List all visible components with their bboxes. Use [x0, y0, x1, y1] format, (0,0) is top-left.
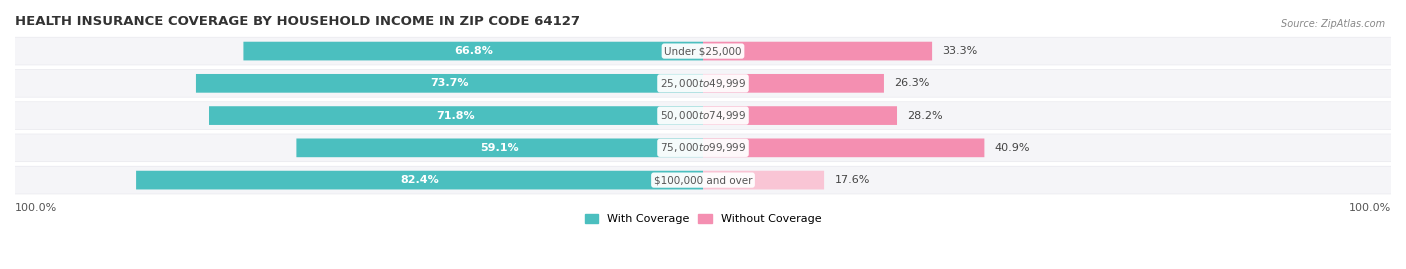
- Text: 100.0%: 100.0%: [15, 203, 58, 213]
- Text: 17.6%: 17.6%: [834, 175, 870, 185]
- Text: HEALTH INSURANCE COVERAGE BY HOUSEHOLD INCOME IN ZIP CODE 64127: HEALTH INSURANCE COVERAGE BY HOUSEHOLD I…: [15, 15, 581, 28]
- Text: Under $25,000: Under $25,000: [664, 46, 742, 56]
- Legend: With Coverage, Without Coverage: With Coverage, Without Coverage: [581, 209, 825, 228]
- FancyBboxPatch shape: [703, 171, 824, 189]
- FancyBboxPatch shape: [243, 42, 703, 61]
- FancyBboxPatch shape: [209, 106, 703, 125]
- Text: Source: ZipAtlas.com: Source: ZipAtlas.com: [1281, 19, 1385, 29]
- Text: 100.0%: 100.0%: [1348, 203, 1391, 213]
- FancyBboxPatch shape: [8, 37, 1398, 65]
- FancyBboxPatch shape: [195, 74, 703, 93]
- FancyBboxPatch shape: [15, 70, 1391, 97]
- FancyBboxPatch shape: [136, 171, 703, 189]
- Text: $50,000 to $74,999: $50,000 to $74,999: [659, 109, 747, 122]
- Text: 33.3%: 33.3%: [942, 46, 977, 56]
- Text: 66.8%: 66.8%: [454, 46, 492, 56]
- Text: 28.2%: 28.2%: [907, 111, 943, 121]
- FancyBboxPatch shape: [15, 134, 1391, 161]
- FancyBboxPatch shape: [703, 106, 897, 125]
- Text: $75,000 to $99,999: $75,000 to $99,999: [659, 141, 747, 154]
- FancyBboxPatch shape: [15, 38, 1391, 65]
- FancyBboxPatch shape: [297, 139, 703, 157]
- Text: 26.3%: 26.3%: [894, 78, 929, 88]
- FancyBboxPatch shape: [703, 42, 932, 61]
- FancyBboxPatch shape: [703, 139, 984, 157]
- FancyBboxPatch shape: [8, 134, 1398, 162]
- Text: 59.1%: 59.1%: [481, 143, 519, 153]
- FancyBboxPatch shape: [15, 102, 1391, 129]
- Text: $100,000 and over: $100,000 and over: [654, 175, 752, 185]
- Text: $25,000 to $49,999: $25,000 to $49,999: [659, 77, 747, 90]
- Text: 82.4%: 82.4%: [401, 175, 439, 185]
- FancyBboxPatch shape: [15, 167, 1391, 194]
- Text: 73.7%: 73.7%: [430, 78, 468, 88]
- FancyBboxPatch shape: [8, 166, 1398, 194]
- Text: 71.8%: 71.8%: [437, 111, 475, 121]
- FancyBboxPatch shape: [8, 69, 1398, 98]
- FancyBboxPatch shape: [8, 101, 1398, 130]
- FancyBboxPatch shape: [703, 74, 884, 93]
- Text: 40.9%: 40.9%: [994, 143, 1031, 153]
